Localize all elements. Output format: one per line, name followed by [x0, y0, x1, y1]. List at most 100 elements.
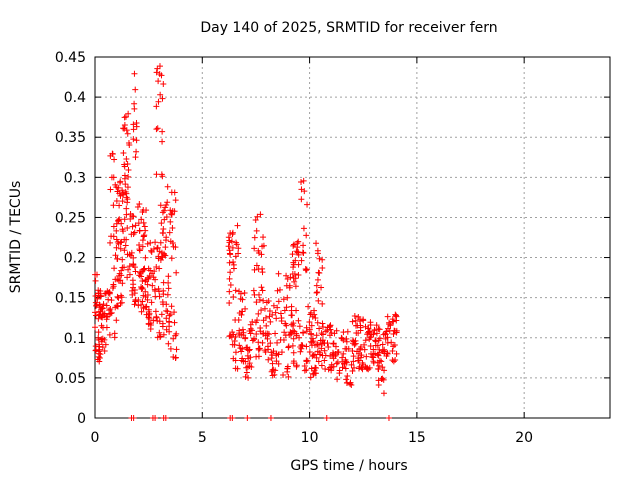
- data-point: [158, 311, 165, 318]
- data-point: [334, 376, 341, 383]
- data-point: [243, 369, 250, 376]
- data-point: [292, 257, 299, 264]
- data-point: [308, 322, 315, 329]
- data-point: [333, 360, 340, 367]
- data-point: [370, 346, 377, 353]
- data-point: [121, 264, 128, 271]
- data-point: [92, 309, 99, 316]
- data-point: [117, 192, 124, 199]
- data-point: [98, 338, 105, 345]
- data-point: [256, 296, 263, 303]
- data-point: [312, 370, 319, 377]
- data-point: [363, 365, 370, 372]
- data-point: [95, 334, 102, 341]
- data-point: [166, 318, 173, 325]
- data-point: [106, 290, 113, 297]
- data-point: [342, 345, 349, 352]
- data-point: [168, 210, 175, 217]
- data-point: [259, 339, 266, 346]
- zero-point: [162, 415, 169, 421]
- data-point: [124, 184, 131, 191]
- data-point: [115, 217, 122, 224]
- data-point: [277, 310, 284, 317]
- data-point: [303, 232, 310, 239]
- data-point: [160, 331, 167, 338]
- data-point: [295, 238, 302, 245]
- data-point: [112, 252, 119, 259]
- data-point: [384, 350, 391, 357]
- data-point: [237, 290, 244, 297]
- data-point: [278, 349, 285, 356]
- data-point: [97, 292, 104, 299]
- data-point: [122, 242, 129, 249]
- data-point: [225, 234, 232, 241]
- data-point: [314, 348, 321, 355]
- data-point: [274, 304, 281, 311]
- data-point: [169, 240, 176, 247]
- data-point: [315, 297, 322, 304]
- data-point: [318, 345, 325, 352]
- data-point: [110, 174, 117, 181]
- data-point: [159, 173, 166, 180]
- data-point: [158, 220, 165, 227]
- zero-point: [152, 415, 159, 421]
- data-point: [332, 351, 339, 358]
- data-point: [226, 275, 233, 282]
- data-point: [382, 330, 389, 337]
- data-point: [113, 197, 120, 204]
- data-point: [314, 289, 321, 296]
- data-point: [119, 187, 126, 194]
- data-point: [125, 166, 132, 173]
- data-point: [257, 328, 264, 335]
- y-tick-label: 0.25: [55, 210, 86, 226]
- data-point: [293, 307, 300, 314]
- data-point: [367, 342, 374, 349]
- data-point: [107, 239, 114, 246]
- data-point: [272, 330, 279, 337]
- data-point: [136, 247, 143, 254]
- data-point: [130, 136, 137, 143]
- data-point: [282, 332, 289, 339]
- data-point: [161, 216, 168, 223]
- data-point: [365, 366, 372, 373]
- data-point: [124, 160, 131, 167]
- data-point: [163, 301, 170, 308]
- data-point: [113, 236, 120, 243]
- data-point: [170, 335, 177, 342]
- data-point: [272, 367, 279, 374]
- data-point: [151, 268, 158, 275]
- data-point: [163, 315, 170, 322]
- data-point: [250, 287, 257, 294]
- data-point: [348, 382, 355, 389]
- data-point: [284, 365, 291, 372]
- data-point: [102, 341, 109, 348]
- data-point: [232, 357, 239, 364]
- data-point: [234, 365, 241, 372]
- data-point: [129, 277, 136, 284]
- data-point: [100, 301, 107, 308]
- data-point: [168, 303, 175, 310]
- y-tick-label: 0.45: [55, 50, 86, 66]
- data-point: [237, 345, 244, 352]
- data-point: [261, 347, 268, 354]
- data-point: [92, 347, 99, 354]
- data-point: [264, 335, 271, 342]
- data-point: [386, 319, 393, 326]
- data-point: [344, 372, 351, 379]
- data-point: [373, 322, 380, 329]
- data-point: [339, 364, 346, 371]
- data-point: [99, 344, 106, 351]
- data-point: [116, 179, 123, 186]
- data-point: [295, 251, 302, 258]
- data-point: [156, 318, 163, 325]
- data-point: [318, 284, 325, 291]
- data-point: [253, 227, 260, 234]
- data-point: [133, 148, 140, 155]
- data-point: [126, 263, 133, 270]
- data-point: [239, 296, 246, 303]
- data-point: [227, 282, 234, 289]
- data-point: [244, 344, 251, 351]
- data-point: [372, 342, 379, 349]
- data-point: [108, 233, 115, 240]
- data-point: [114, 276, 121, 283]
